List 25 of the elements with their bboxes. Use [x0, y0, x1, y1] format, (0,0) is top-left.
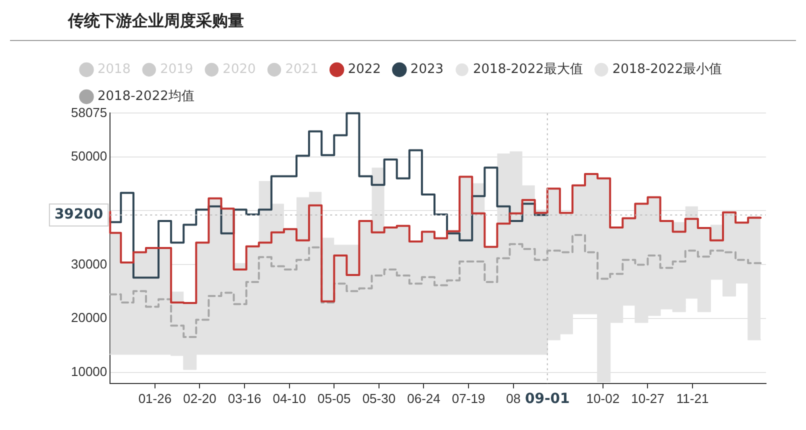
x-tick-label: 05-30 [362, 390, 396, 406]
x-tick-label: 07-19 [452, 390, 486, 406]
x-tick-label: 06-24 [407, 390, 440, 406]
y-tick-label: 50000 [70, 148, 108, 164]
legend-label: 2018-2022最大值 [473, 62, 583, 78]
ref-line-label: 09-01 [524, 391, 570, 408]
legend-label: 2018-2022均值 [98, 89, 194, 104]
ref-line-label: 39200 [54, 206, 104, 223]
x-tick-label: 10-27 [631, 390, 664, 406]
x-tick-label: 01-26 [138, 390, 172, 406]
y-tick-label: 20000 [70, 310, 108, 326]
x-tick-label: 08 [506, 390, 521, 406]
x-tick-label: 11-21 [676, 390, 709, 406]
x-tick-label: 03-16 [228, 390, 262, 406]
y-tick-label: 30000 [70, 256, 108, 272]
legend-label: 2022 [348, 62, 381, 78]
x-tick-label: 10-02 [586, 390, 620, 406]
legend-label: 2018-2022最小值 [612, 62, 722, 78]
chart-title: 传统下游企业周度采购量 [67, 10, 244, 30]
y-tick-label: 58075 [70, 104, 108, 120]
x-tick-label: 02-20 [183, 390, 216, 406]
legend-label: 2023 [410, 62, 444, 78]
x-tick-label: 05-05 [318, 390, 351, 406]
x-tick-label: 04-10 [272, 390, 306, 406]
y-tick-label: 10000 [70, 364, 108, 380]
